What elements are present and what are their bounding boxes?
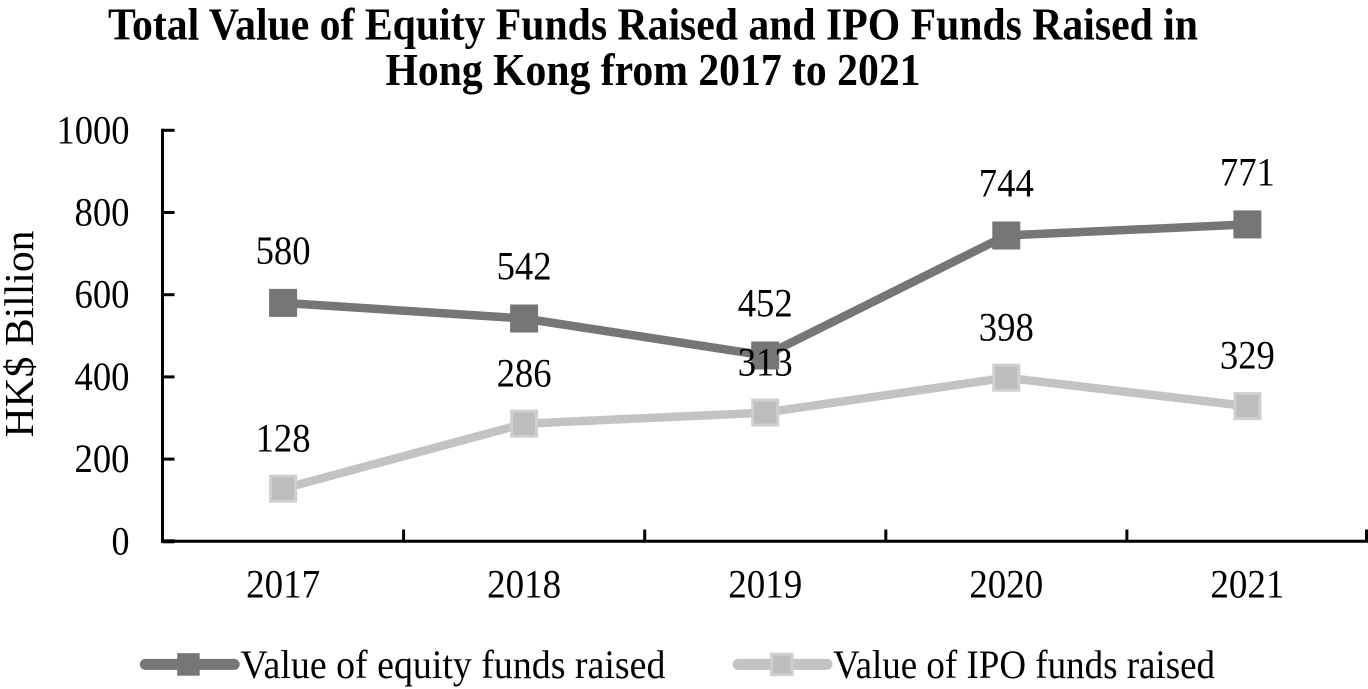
svg-text:Hong Kong from 2017 to 2021: Hong Kong from 2017 to 2021 bbox=[386, 44, 921, 95]
svg-text:2019: 2019 bbox=[728, 562, 802, 607]
svg-text:Value of equity funds raised: Value of equity funds raised bbox=[240, 642, 665, 687]
svg-text:Total Value of Equity Funds Ra: Total Value of Equity Funds Raised and I… bbox=[108, 0, 1198, 50]
svg-text:Value of IPO funds raised: Value of IPO funds raised bbox=[833, 642, 1215, 687]
svg-text:1000: 1000 bbox=[57, 107, 130, 152]
svg-text:2021: 2021 bbox=[1210, 562, 1284, 607]
svg-text:313: 313 bbox=[738, 340, 793, 385]
svg-text:286: 286 bbox=[497, 351, 552, 396]
svg-text:600: 600 bbox=[75, 272, 130, 317]
svg-text:771: 771 bbox=[1220, 149, 1275, 194]
svg-text:744: 744 bbox=[979, 161, 1034, 206]
svg-text:329: 329 bbox=[1220, 333, 1275, 378]
svg-text:398: 398 bbox=[979, 305, 1034, 350]
svg-text:452: 452 bbox=[738, 281, 793, 326]
svg-text:800: 800 bbox=[75, 190, 130, 235]
svg-text:128: 128 bbox=[256, 416, 311, 461]
svg-text:2020: 2020 bbox=[969, 562, 1043, 607]
svg-text:HK$ Billion: HK$ Billion bbox=[0, 231, 42, 438]
svg-text:2017: 2017 bbox=[246, 562, 320, 607]
svg-text:542: 542 bbox=[497, 244, 552, 289]
svg-text:2018: 2018 bbox=[487, 562, 561, 607]
svg-text:0: 0 bbox=[112, 518, 130, 563]
svg-text:200: 200 bbox=[75, 436, 130, 481]
svg-text:580: 580 bbox=[256, 228, 311, 273]
svg-text:400: 400 bbox=[75, 354, 130, 399]
